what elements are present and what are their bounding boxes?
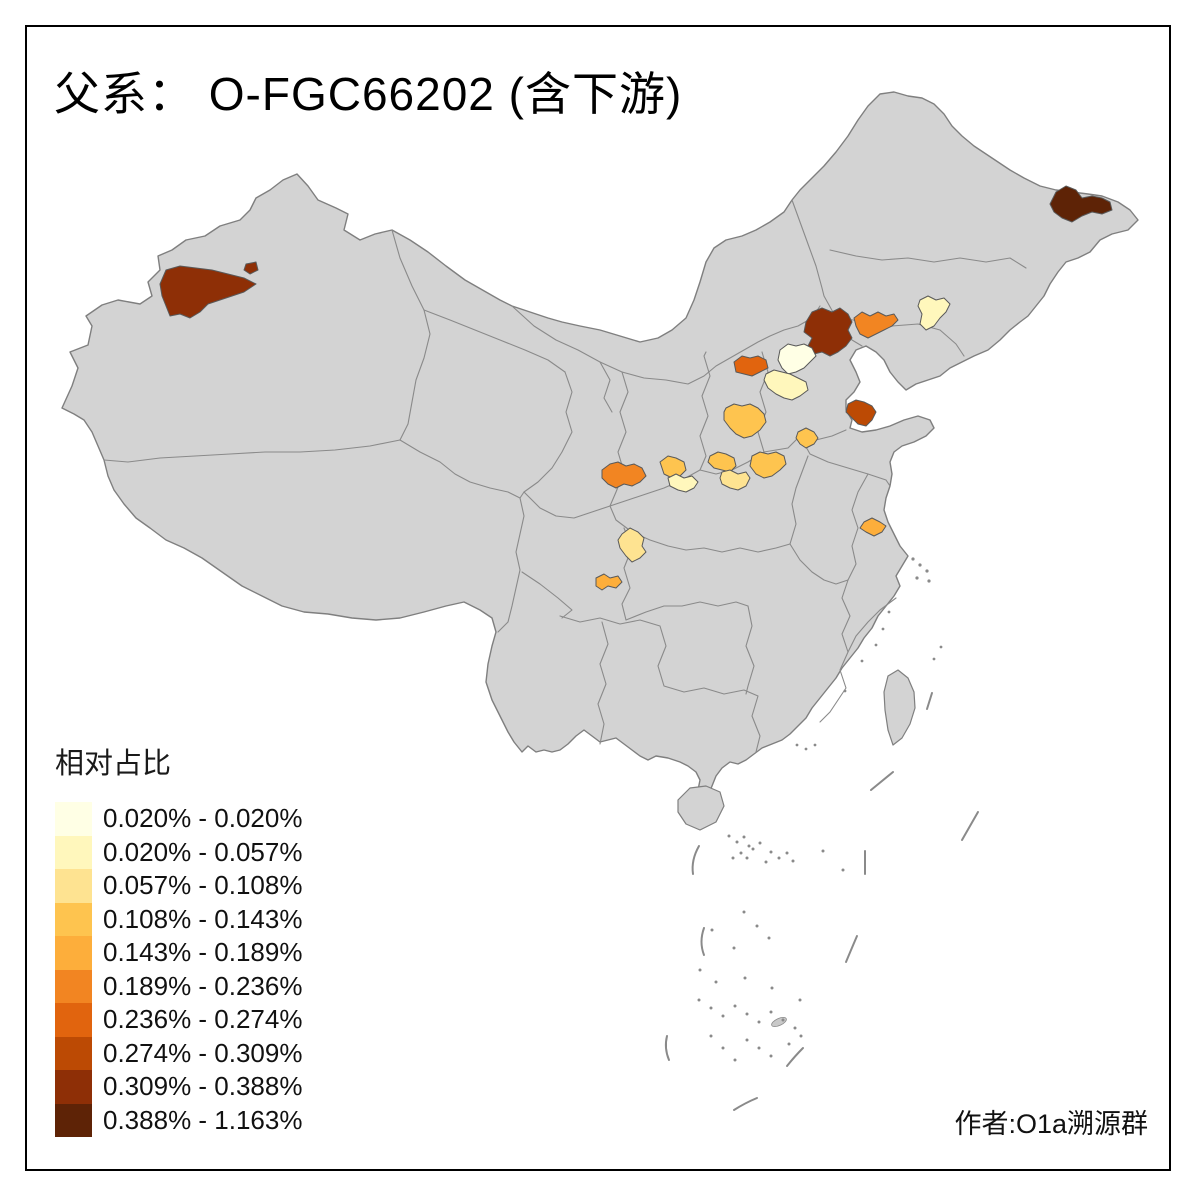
region-xinjiang-west: [159, 265, 257, 319]
legend-row: 0.274% - 0.309%: [55, 1036, 303, 1070]
legend-row: 0.143% - 0.189%: [55, 936, 302, 970]
taiwan-island: [883, 669, 916, 746]
legend-label: 0.143% - 0.189%: [103, 937, 303, 968]
south-sea-islet: [771, 1016, 787, 1028]
hainan-island: [677, 785, 725, 831]
legend-label: 0.020% - 0.020%: [103, 803, 303, 834]
legend-swatch: [55, 869, 92, 903]
legend-row: 0.388% - 1.163%: [55, 1103, 303, 1137]
legend-label: 0.388% - 1.163%: [103, 1104, 303, 1135]
legend: 相对占比 0.020% - 0.020% 0.020% - 0.057% 0.0…: [55, 740, 302, 1137]
region-shijiazhuang: [723, 403, 767, 439]
legend-swatch: [55, 1103, 92, 1137]
region-liaoning-central: [917, 295, 951, 331]
legend-label: 0.108% - 0.143%: [103, 903, 303, 934]
region-xinjiang-small: [243, 261, 259, 275]
legend-swatch: [55, 802, 92, 836]
legend-label: 0.274% - 0.309%: [103, 1037, 303, 1068]
region-yuncheng: [719, 469, 751, 491]
legend-swatch: [55, 1036, 92, 1070]
legend-row: 0.189% - 0.236%: [55, 969, 303, 1003]
region-linfen: [707, 451, 737, 473]
legend-title: 相对占比: [55, 748, 172, 780]
region-huaian: [859, 517, 887, 537]
nine-dash-line: [664, 692, 979, 1111]
legend-swatch: [55, 936, 92, 970]
legend-swatch: [55, 1003, 92, 1037]
region-tianshui: [601, 461, 647, 489]
china-mainland: [61, 91, 1139, 801]
region-dongying: [845, 399, 877, 427]
legend-row: 0.108% - 0.143%: [55, 902, 303, 936]
map-title: 父系： O-FGC66202 (含下游): [54, 68, 683, 120]
region-beijing: [777, 343, 817, 375]
legend-row: 0.236% - 0.274%: [55, 1003, 302, 1037]
islet-dots: [697, 557, 943, 1062]
legend-row: 0.020% - 0.020%: [55, 802, 302, 836]
region-mianyang: [617, 527, 647, 563]
legend-label: 0.236% - 0.274%: [103, 1004, 303, 1035]
legend-row: 0.020% - 0.057%: [55, 835, 303, 869]
region-chengde: [803, 307, 853, 357]
region-pingliang: [659, 455, 687, 479]
region-northeast: [1049, 185, 1113, 223]
region-chaoyang: [853, 311, 899, 339]
legend-label: 0.189% - 0.236%: [103, 970, 303, 1001]
legend-row: 0.057% - 0.108%: [55, 869, 302, 903]
legend-swatch: [55, 969, 92, 1003]
legend-label: 0.057% - 0.108%: [103, 870, 303, 901]
islands: [677, 669, 916, 1028]
legend-swatch: [55, 902, 92, 936]
legend-swatch: [55, 1070, 92, 1104]
highlighted-regions: [159, 185, 1113, 591]
region-zhangjiakou: [733, 355, 769, 377]
legend-swatch: [55, 835, 92, 869]
region-chongqing: [595, 573, 623, 591]
legend-row: 0.309% - 0.388%: [55, 1070, 302, 1104]
region-qingyang: [667, 473, 699, 493]
legend-label: 0.309% - 0.388%: [103, 1071, 303, 1102]
region-handan: [795, 427, 819, 449]
region-baoding: [763, 369, 809, 401]
legend-label: 0.020% - 0.057%: [103, 836, 303, 867]
author-attribution: 作者:O1a溯源群: [954, 1109, 1148, 1139]
region-luoyang: [749, 451, 787, 479]
